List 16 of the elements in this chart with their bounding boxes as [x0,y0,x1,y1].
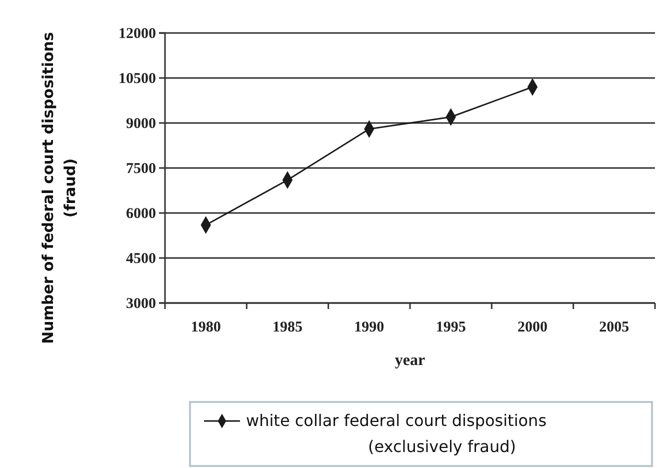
y-tick-label: 3000 [126,296,156,312]
y-tick-label: 6000 [126,206,156,222]
x-tick-label: 2000 [518,320,548,336]
y-axis-title: Number of federal court dispositions (fraud) [39,32,79,344]
y-tick-label: 9000 [126,116,156,132]
x-tick-label: 1995 [436,320,466,336]
x-tick-label: 1980 [190,320,221,336]
x-tick-label: 1990 [354,320,384,336]
y-tick-label: 7500 [126,160,156,177]
y-tick-label: 10500 [118,70,156,87]
x-axis-title: year [394,352,426,369]
y-tick-label: 4500 [126,250,156,267]
x-tick-label: 1985 [272,320,302,336]
y-tick-label: 12000 [118,26,156,42]
x-tick-label: 2005 [599,320,630,336]
legend-label: white collar federal court dispositions (exclusively fraud) [246,411,547,456]
